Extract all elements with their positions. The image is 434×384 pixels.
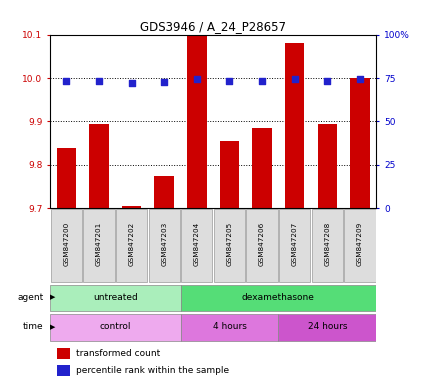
- Bar: [50, 285, 180, 311]
- Bar: [278, 314, 375, 341]
- Point: [95, 78, 102, 84]
- Text: agent: agent: [17, 293, 43, 302]
- Bar: [252, 128, 271, 208]
- Text: 24 hours: 24 hours: [307, 322, 346, 331]
- Text: control: control: [99, 322, 131, 331]
- Text: transformed count: transformed count: [76, 349, 160, 358]
- Bar: [56, 147, 76, 208]
- Text: GSM847208: GSM847208: [324, 222, 329, 266]
- Bar: [246, 209, 277, 282]
- Bar: [83, 209, 115, 282]
- Text: GSM847200: GSM847200: [63, 222, 69, 266]
- Bar: [311, 209, 342, 282]
- Text: percentile rank within the sample: percentile rank within the sample: [76, 366, 229, 376]
- Bar: [279, 209, 310, 282]
- Bar: [89, 124, 108, 208]
- Bar: [50, 209, 82, 282]
- Text: GSM847209: GSM847209: [356, 222, 362, 266]
- Text: time: time: [23, 322, 43, 331]
- Bar: [187, 0, 206, 208]
- Point: [226, 78, 233, 84]
- Bar: [115, 209, 147, 282]
- Bar: [343, 209, 375, 282]
- Bar: [56, 348, 69, 359]
- Text: untreated: untreated: [93, 293, 137, 302]
- Bar: [317, 124, 336, 208]
- Bar: [50, 314, 180, 341]
- Text: GSM847201: GSM847201: [96, 222, 102, 266]
- Point: [258, 78, 265, 84]
- Text: GSM847204: GSM847204: [194, 222, 199, 266]
- Point: [290, 76, 297, 82]
- Bar: [284, 43, 304, 208]
- Text: 4 hours: 4 hours: [212, 322, 246, 331]
- Bar: [56, 365, 69, 376]
- Point: [62, 78, 69, 84]
- Text: GSM847202: GSM847202: [128, 222, 134, 266]
- Text: ▶: ▶: [49, 294, 55, 300]
- Text: GSM847207: GSM847207: [291, 222, 297, 266]
- Title: GDS3946 / A_24_P28657: GDS3946 / A_24_P28657: [140, 20, 286, 33]
- Bar: [349, 78, 369, 208]
- Text: GSM847203: GSM847203: [161, 222, 167, 266]
- Point: [128, 80, 135, 86]
- Point: [356, 76, 363, 82]
- Bar: [122, 206, 141, 208]
- Bar: [180, 285, 375, 311]
- Bar: [148, 209, 180, 282]
- Text: dexamethasone: dexamethasone: [241, 293, 314, 302]
- Bar: [154, 176, 174, 208]
- Bar: [219, 141, 239, 208]
- Text: ▶: ▶: [49, 324, 55, 330]
- Text: GSM847206: GSM847206: [259, 222, 264, 266]
- Text: GSM847205: GSM847205: [226, 222, 232, 266]
- Point: [161, 79, 168, 85]
- Point: [193, 76, 200, 82]
- Bar: [214, 209, 245, 282]
- Bar: [180, 314, 278, 341]
- Point: [323, 78, 330, 84]
- Bar: [181, 209, 212, 282]
